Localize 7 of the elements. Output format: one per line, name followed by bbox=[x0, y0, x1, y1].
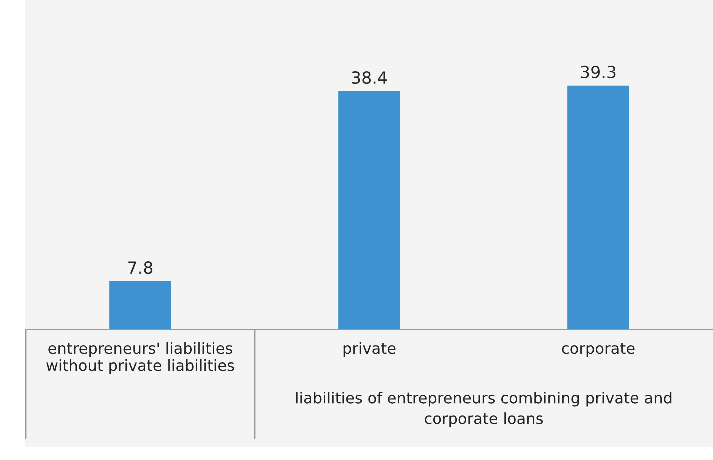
text: liabilities of entrepreneurs combining private and corporate loans bbox=[296, 392, 672, 428]
x-tick-label: entrepreneurs' liabilities without private liabilities bbox=[46, 342, 234, 374]
data-label: 38.4 bbox=[352, 71, 388, 84]
data-label: 39.3 bbox=[581, 66, 616, 79]
x-tick-label: private bbox=[344, 342, 396, 358]
x-tick-label: corporate bbox=[562, 343, 635, 358]
data-label: 7.8 bbox=[128, 262, 153, 274]
